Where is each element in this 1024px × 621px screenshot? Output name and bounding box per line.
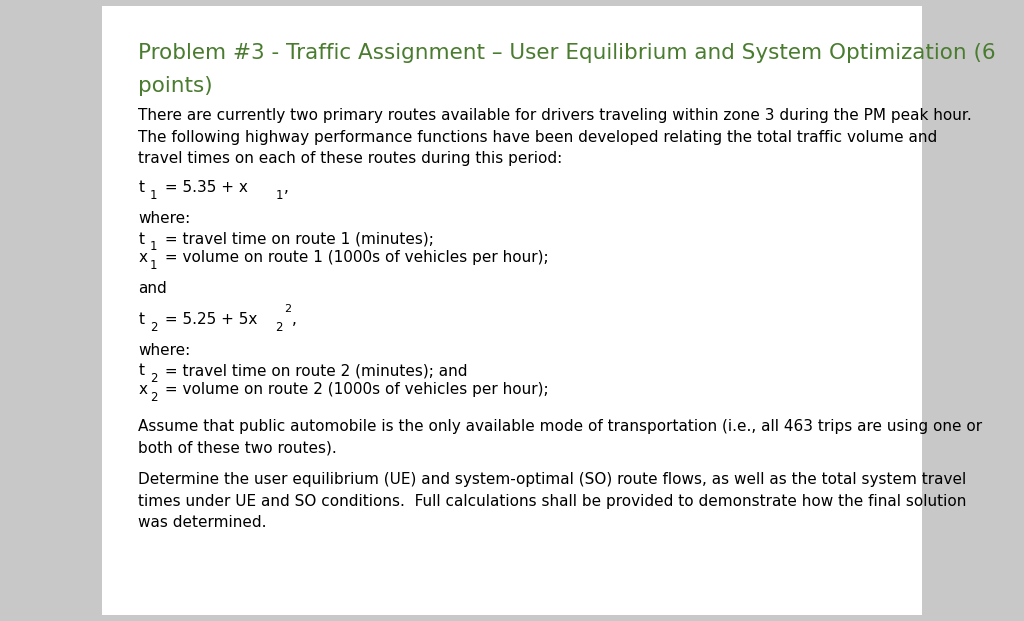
Text: = travel time on route 1 (minutes);: = travel time on route 1 (minutes); xyxy=(160,232,433,247)
Text: ,: , xyxy=(284,180,289,195)
Text: 1: 1 xyxy=(151,240,158,253)
Text: x: x xyxy=(138,250,147,265)
Text: 1: 1 xyxy=(275,189,283,202)
Text: where:: where: xyxy=(138,343,190,358)
Text: and: and xyxy=(138,281,167,296)
Text: Problem #3 - Traffic Assignment – User Equilibrium and System Optimization (6: Problem #3 - Traffic Assignment – User E… xyxy=(138,43,996,63)
Text: t: t xyxy=(138,232,144,247)
Text: There are currently two primary routes available for drivers traveling within zo: There are currently two primary routes a… xyxy=(138,108,972,166)
Text: = 5.25 + 5x: = 5.25 + 5x xyxy=(160,312,257,327)
Text: 1: 1 xyxy=(151,189,158,202)
Text: points): points) xyxy=(138,76,213,96)
Text: ,: , xyxy=(292,312,297,327)
Text: 1: 1 xyxy=(151,259,158,272)
Text: x: x xyxy=(138,382,147,397)
Text: = volume on route 2 (1000s of vehicles per hour);: = volume on route 2 (1000s of vehicles p… xyxy=(160,382,549,397)
Text: 2: 2 xyxy=(284,304,291,314)
Text: Assume that public automobile is the only available mode of transportation (i.e.: Assume that public automobile is the onl… xyxy=(138,419,982,456)
Text: 2: 2 xyxy=(275,321,283,334)
Text: = 5.35 + x: = 5.35 + x xyxy=(160,180,248,195)
Text: where:: where: xyxy=(138,211,190,226)
Text: 2: 2 xyxy=(151,391,158,404)
Text: = volume on route 1 (1000s of vehicles per hour);: = volume on route 1 (1000s of vehicles p… xyxy=(160,250,549,265)
Text: 2: 2 xyxy=(151,372,158,385)
Bar xyxy=(102,6,922,615)
Text: = travel time on route 2 (minutes); and: = travel time on route 2 (minutes); and xyxy=(160,363,467,378)
Text: t: t xyxy=(138,180,144,195)
Text: t: t xyxy=(138,312,144,327)
Text: Determine the user equilibrium (UE) and system-optimal (SO) route flows, as well: Determine the user equilibrium (UE) and … xyxy=(138,472,967,530)
Text: 2: 2 xyxy=(151,321,158,334)
Text: t: t xyxy=(138,363,144,378)
